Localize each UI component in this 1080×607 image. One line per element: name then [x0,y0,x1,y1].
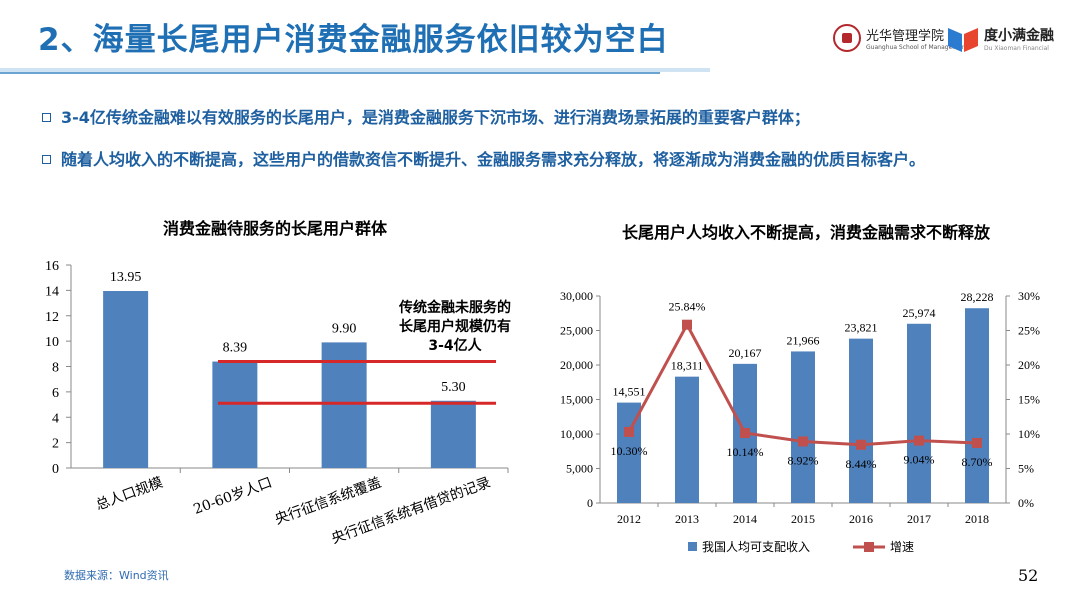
chart2-growth-marker [682,319,692,330]
chart2-growth-marker [624,426,634,437]
logo2-text: 度小满金融 [984,28,1054,44]
chart1-y-tick-label: 6 [52,386,59,401]
chart2-left-tick-label: 20,000 [560,358,593,372]
chart2-right-tick-label: 20% [1018,358,1040,372]
chart1-data-label: 9.90 [332,321,357,336]
chart2-bar [849,338,873,503]
chart2-right-tick-label: 15% [1018,393,1040,407]
bullet-item: 随着人均收入的不断提高，这些用户的借款资信不断提升、金融服务需求充分释放，将逐渐… [42,146,925,170]
chart2-growth-marker [856,439,866,450]
chart1-bar [430,400,476,468]
chart2-bar-label: 18,311 [671,359,704,373]
chart2-bar-label: 21,966 [787,333,820,347]
chart2-growth-marker [740,428,750,439]
legend-line-marker [864,542,874,552]
chart2-right-tick-label: 5% [1018,462,1034,476]
chart2-bar-label: 23,821 [845,321,878,335]
chart2-growth-label: 8.92% [788,453,819,467]
chart2-x-tick-label: 2013 [675,512,699,526]
chart2-right-tick-label: 0% [1018,496,1034,510]
chart2-growth-label: 25.84% [669,300,706,314]
chart2-bar-label: 28,228 [961,290,994,304]
chart2-bar [907,323,931,503]
chart2-left-tick-label: 15,000 [560,393,593,407]
seal-icon [833,24,861,52]
chart2-left-tick-label: 5,000 [566,462,593,476]
chart1-y-tick-label: 16 [45,259,59,274]
bullet-item: 3-4亿传统金融难以有效服务的长尾用户，是消费金融服务下沉市场、进行消费场景拓展… [42,104,810,128]
chart1-data-label: 13.95 [110,270,142,285]
title-underline [0,72,660,74]
chart2-x-tick-label: 2012 [617,512,641,526]
page-title: 2、海量长尾用户消费金融服务依旧较为空白 [38,22,669,58]
chart2-right-tick-label: 25% [1018,324,1040,338]
chart1-annotation: 3-4亿人 [428,337,482,354]
logo1-subtext: Guanghua School of Management [866,44,968,51]
chart1-bar [321,342,367,468]
checkbox-bullet-icon [42,113,51,122]
data-source: 数据来源：Wind资讯 [64,569,169,582]
chart2-bar [965,308,989,503]
chart1-y-tick-label: 2 [52,437,59,452]
chart1-bar [212,361,258,468]
chart2-bar [675,376,699,503]
chart2-title: 长尾用户人均收入不断提高，消费金融需求不断释放 [622,223,991,242]
chart2-bar-label: 25,974 [903,306,936,320]
chart2-right-tick-label: 10% [1018,427,1040,441]
bullet-text: 3-4亿传统金融难以有效服务的长尾用户，是消费金融服务下沉市场、进行消费场景拓展… [61,108,810,127]
logo2-subtext: Du Xiaoman Financial [984,45,1049,52]
chart2-bar [791,351,815,503]
chart1-y-tick-label: 14 [45,284,59,299]
chart1-title: 消费金融待服务的长尾用户群体 [163,219,388,238]
chart2-growth-label: 10.14% [727,445,764,459]
chart2-growth-label: 10.30% [611,444,648,458]
title-underline-light [0,68,710,72]
chart2-left-tick-label: 0 [587,496,593,510]
chart2-x-tick-label: 2017 [907,512,931,526]
chart1-x-tick-label: 20-60岁人口 [191,475,274,518]
chart1-bar [103,291,149,468]
chart2-growth-marker [914,435,924,446]
chart2-bar-label: 20,167 [729,346,762,360]
chart2-x-tick-label: 2016 [849,512,873,526]
legend-bar-swatch [688,542,697,551]
chart1-y-tick-label: 8 [52,361,59,376]
checkbox-bullet-icon [42,155,51,164]
chart2-growth-label: 8.44% [846,457,877,471]
legend-line-label: 增速 [890,540,914,554]
chart2-growth-marker [972,437,982,448]
chart1-y-tick-label: 12 [45,310,59,325]
guanghua-logo: 光华管理学院 Guanghua School of Management [833,22,968,58]
chart2-bar-label: 14,551 [613,385,646,399]
page-number: 52 [1018,566,1039,585]
chart1-y-tick-label: 4 [52,411,59,426]
legend-bar-label: 我国人均可支配收入 [702,540,810,554]
chart1-annotation: 传统金融未服务的 [398,299,511,316]
chart1-annotation: 长尾用户规模仍有 [399,318,511,335]
chart1-y-tick-label: 0 [52,462,59,477]
duxiaoman-logo: 度小满金融 Du Xiaoman Financial [948,22,1073,58]
bullet-text: 随着人均收入的不断提高，这些用户的借款资信不断提升、金融服务需求充分释放，将逐渐… [61,150,926,169]
chart2-left-tick-label: 30,000 [560,289,593,303]
chart1-y-tick-label: 10 [45,335,59,350]
chart2-x-tick-label: 2015 [791,512,815,526]
chart2-growth-marker [798,436,808,447]
chart2-growth-label: 9.04% [904,453,935,467]
chart2-left-tick-label: 10,000 [560,427,593,441]
logo1-text: 光华管理学院 [866,29,945,44]
duxiaoman-mark-icon [948,28,978,52]
chart2-right-tick-label: 30% [1018,289,1040,303]
chart1-data-label: 5.30 [441,380,466,395]
chart1-x-tick-label: 总人口规模 [94,475,165,514]
chart2-left-tick-label: 25,000 [560,324,593,338]
chart1-data-label: 8.39 [223,341,248,356]
chart2-x-tick-label: 2014 [733,512,757,526]
chart2-growth-label: 8.70% [962,455,993,469]
chart2-x-tick-label: 2018 [965,512,989,526]
